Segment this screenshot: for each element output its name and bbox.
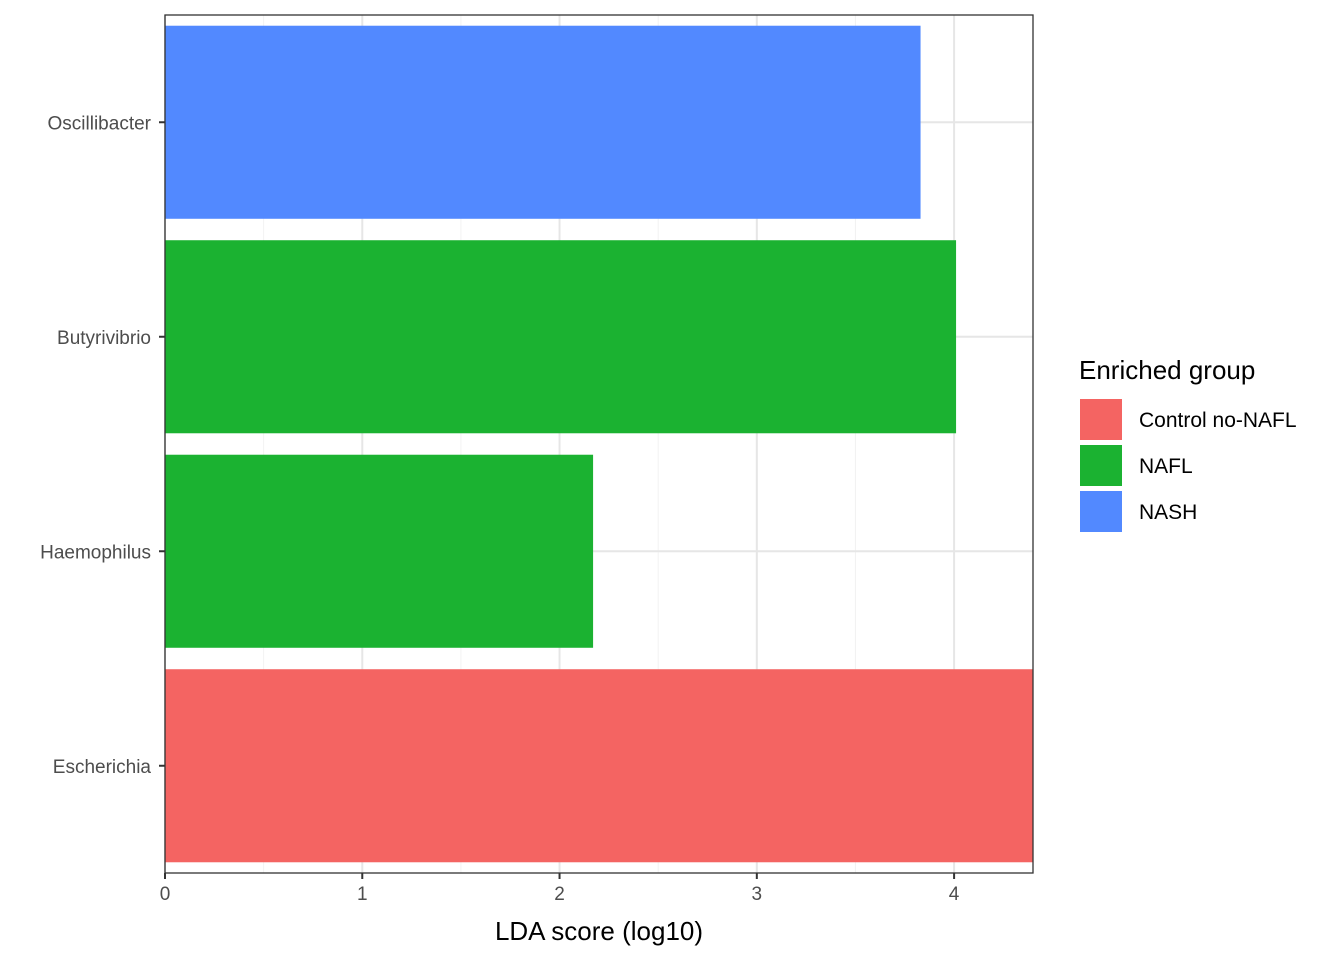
x-tick-label: 2	[554, 884, 565, 905]
legend-title: Enriched group	[1079, 355, 1255, 385]
y-tick-label: Oscillibacter	[48, 113, 152, 134]
plot-border	[164, 14, 1034, 874]
bar-oscillibacter	[165, 25, 921, 219]
legend-entries: Control no-NAFL NAFL NASH	[1080, 399, 1297, 532]
y-tick-label: Butyrivibrio	[57, 328, 151, 349]
bar-haemophilus	[165, 454, 594, 648]
legend-label: NAFL	[1139, 455, 1193, 478]
x-tick-label: 1	[357, 884, 368, 905]
y-tick-label: Escherichia	[53, 757, 152, 778]
y-tick-label: Haemophilus	[40, 542, 151, 563]
x-tick-label: 4	[949, 884, 960, 905]
x-tick-label: 0	[160, 884, 171, 905]
legend: Enriched group Control no-NAFL NAFL NASH	[1079, 355, 1297, 532]
legend-swatch	[1080, 399, 1122, 440]
x-tick-label: 3	[752, 884, 763, 905]
bars	[165, 25, 1033, 863]
x-axis: 0 1 2 3 4	[160, 873, 960, 905]
legend-swatch	[1080, 491, 1122, 532]
bar-escherichia	[165, 669, 1033, 863]
legend-label: NASH	[1139, 501, 1197, 524]
y-axis: Oscillibacter Butyrivibrio Haemophilus Esch…	[40, 113, 165, 778]
bar-butyrivibrio	[165, 240, 957, 434]
x-axis-title: LDA score (log10)	[495, 916, 703, 946]
legend-swatch	[1080, 445, 1122, 486]
legend-label: Control no-NAFL	[1139, 409, 1297, 432]
